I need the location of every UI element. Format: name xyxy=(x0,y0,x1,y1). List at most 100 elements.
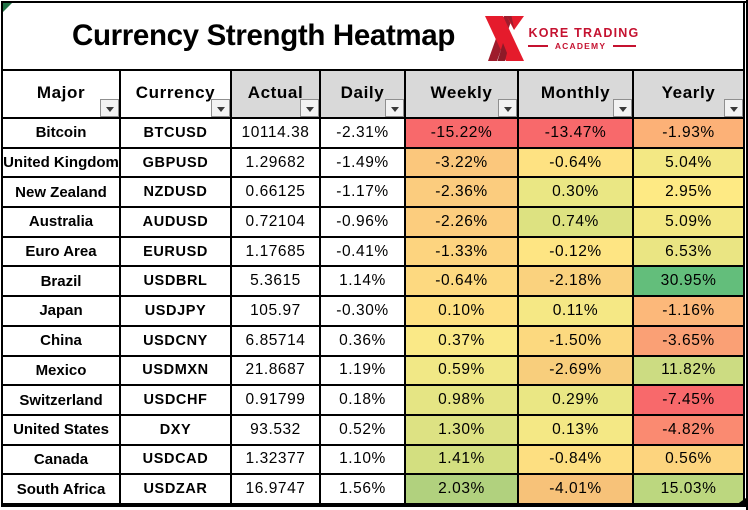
cell-major-row4: Australia xyxy=(3,208,121,238)
cell-weekly-row8: 0.37% xyxy=(406,326,519,357)
column-header-label: Weekly xyxy=(430,82,493,102)
cell-actual-row10: 0.91799 xyxy=(232,386,321,416)
dropdown-arrow-icon xyxy=(105,106,114,112)
cell-major-row12: Canada xyxy=(3,445,121,476)
cell-currency-row2: GBPUSD xyxy=(121,148,232,179)
cell-daily-row8: 0.36% xyxy=(321,326,406,357)
filter-dropdown-button-monthly[interactable] xyxy=(613,99,632,117)
cell-major-row10: Switzerland xyxy=(3,386,121,416)
cell-daily-row3: -1.17% xyxy=(321,178,406,209)
cell-actual-row8: 6.85714 xyxy=(232,326,321,357)
column-header-currency: Currency xyxy=(121,71,232,119)
page-title: Currency Strength Heatmap xyxy=(72,19,456,52)
cell-yearly-row6: 30.95% xyxy=(634,267,745,298)
column-header-yearly: Yearly xyxy=(634,71,745,119)
filter-dropdown-button-major[interactable] xyxy=(100,99,119,117)
cell-daily-row5: -0.41% xyxy=(321,237,406,268)
cell-actual-row3: 0.66125 xyxy=(232,178,321,209)
cell-yearly-row9: 11.82% xyxy=(634,356,745,387)
cell-monthly-row13: -4.01% xyxy=(519,475,634,505)
logo-rule-left xyxy=(527,44,548,47)
corner-notch xyxy=(733,498,746,507)
cell-daily-row6: 1.14% xyxy=(321,267,406,298)
cell-weekly-row3: -2.36% xyxy=(406,178,519,209)
cell-currency-row5: EURUSD xyxy=(121,237,232,268)
filter-dropdown-button-currency[interactable] xyxy=(211,99,230,117)
cell-actual-row6: 5.3615 xyxy=(232,267,321,298)
cell-major-row8: China xyxy=(3,326,121,357)
cell-daily-row13: 1.56% xyxy=(321,475,406,505)
filter-dropdown-button-actual[interactable] xyxy=(300,99,319,117)
cell-actual-row11: 93.532 xyxy=(232,415,321,446)
cell-actual-row1: 10114.38 xyxy=(232,119,321,149)
cell-yearly-row3: 2.95% xyxy=(634,178,745,209)
cell-major-row1: Bitcoin xyxy=(3,119,121,149)
column-header-label: Currency xyxy=(135,82,216,102)
cell-monthly-row2: -0.64% xyxy=(519,148,634,179)
error-indicator-triangle-icon xyxy=(3,3,12,12)
logo-line1: KORE TRADING xyxy=(528,26,640,40)
column-header-monthly: Monthly xyxy=(519,71,634,119)
logo-line2: ACADEMY xyxy=(554,40,607,51)
cell-weekly-row9: 0.59% xyxy=(406,356,519,387)
cell-actual-row12: 1.32377 xyxy=(232,445,321,476)
dropdown-arrow-icon xyxy=(390,106,399,112)
dropdown-arrow-icon xyxy=(305,106,314,112)
cell-yearly-row8: -3.65% xyxy=(634,326,745,357)
cell-actual-row9: 21.8687 xyxy=(232,356,321,387)
cell-currency-row4: AUDUSD xyxy=(121,208,232,238)
cell-monthly-row6: -2.18% xyxy=(519,267,634,298)
cell-currency-row7: USDJPY xyxy=(121,297,232,327)
cell-currency-row9: USDMXN xyxy=(121,356,232,387)
cell-yearly-row5: 6.53% xyxy=(634,237,745,268)
cell-major-row13: South Africa xyxy=(3,475,121,505)
filter-dropdown-button-daily[interactable] xyxy=(385,99,404,117)
cell-major-row7: Japan xyxy=(3,297,121,327)
cell-daily-row9: 1.19% xyxy=(321,356,406,387)
cell-yearly-row7: -1.16% xyxy=(634,297,745,327)
cell-yearly-row1: -1.93% xyxy=(634,119,745,149)
cell-currency-row6: USDBRL xyxy=(121,267,232,298)
cell-weekly-row11: 1.30% xyxy=(406,415,519,446)
cell-daily-row1: -2.31% xyxy=(321,119,406,149)
cell-monthly-row5: -0.12% xyxy=(519,237,634,268)
column-header-daily: Daily xyxy=(321,71,406,119)
cell-yearly-row11: -4.82% xyxy=(634,415,745,446)
dropdown-arrow-icon xyxy=(503,106,512,112)
kore-x-logo-icon xyxy=(485,16,524,61)
cell-major-row2: United Kingdom xyxy=(3,148,121,179)
cell-actual-row13: 16.9747 xyxy=(232,475,321,505)
cell-weekly-row7: 0.10% xyxy=(406,297,519,327)
cell-yearly-row13: 15.03% xyxy=(634,475,745,505)
cell-weekly-row2: -3.22% xyxy=(406,148,519,179)
column-header-label: Monthly xyxy=(540,82,611,102)
cell-currency-row11: DXY xyxy=(121,415,232,446)
cell-monthly-row11: 0.13% xyxy=(519,415,634,446)
cell-weekly-row12: 1.41% xyxy=(406,445,519,476)
cell-monthly-row12: -0.84% xyxy=(519,445,634,476)
filter-dropdown-button-weekly[interactable] xyxy=(498,99,517,117)
cell-monthly-row1: -13.47% xyxy=(519,119,634,149)
cell-daily-row7: -0.30% xyxy=(321,297,406,327)
cell-daily-row10: 0.18% xyxy=(321,386,406,416)
cell-weekly-row6: -0.64% xyxy=(406,267,519,298)
column-header-actual: Actual xyxy=(232,71,321,119)
cell-currency-row10: USDCHF xyxy=(121,386,232,416)
cell-daily-row11: 0.52% xyxy=(321,415,406,446)
heatmap-table: Major Currency Actual Daily Weekly Monthly Yea… xyxy=(1,69,745,505)
cell-yearly-row4: 5.09% xyxy=(634,208,745,238)
right-edge xyxy=(746,0,748,510)
cell-weekly-row10: 0.98% xyxy=(406,386,519,416)
column-header-weekly: Weekly xyxy=(406,71,519,119)
column-header-label: Major xyxy=(36,82,86,102)
filter-dropdown-button-yearly[interactable] xyxy=(724,99,743,117)
cell-actual-row4: 0.72104 xyxy=(232,208,321,238)
cell-currency-row8: USDCNY xyxy=(121,326,232,357)
dropdown-arrow-icon xyxy=(729,106,738,112)
cell-actual-row2: 1.29682 xyxy=(232,148,321,179)
cell-currency-row3: NZDUSD xyxy=(121,178,232,209)
cell-major-row3: New Zealand xyxy=(3,178,121,209)
cell-daily-row2: -1.49% xyxy=(321,148,406,179)
logo-rule-right xyxy=(613,44,637,47)
column-header-label: Actual xyxy=(247,82,304,102)
